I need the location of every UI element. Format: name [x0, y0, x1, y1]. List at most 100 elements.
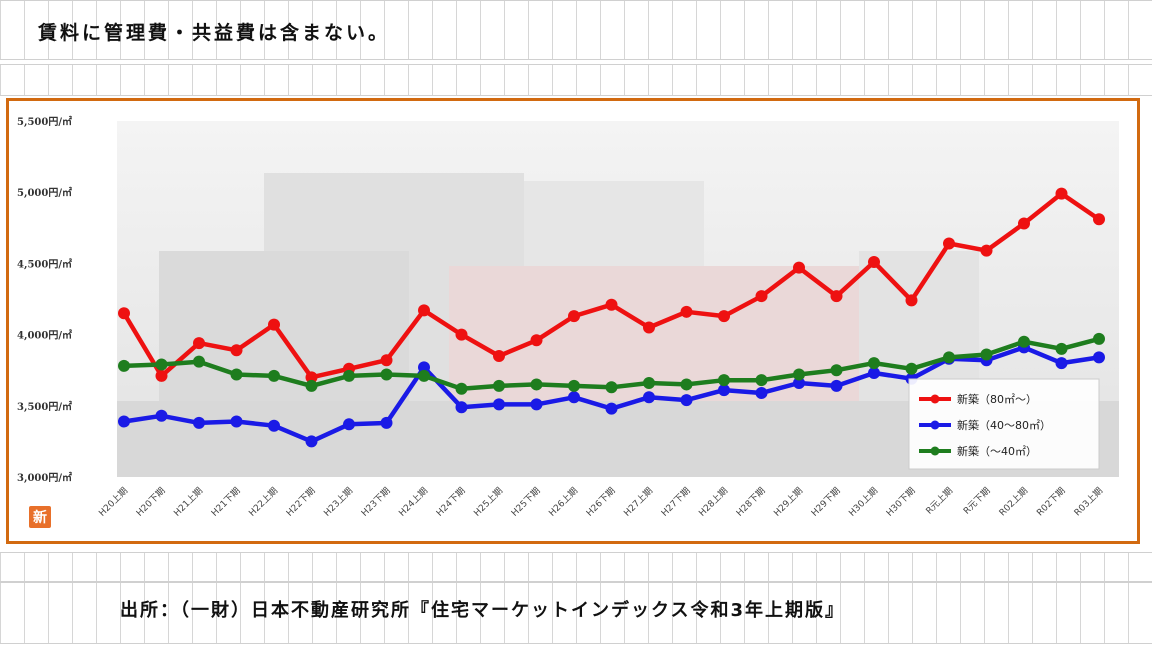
lower-grid-band: [0, 552, 1152, 582]
data-point: [455, 401, 468, 414]
data-point: [530, 334, 543, 347]
bottom-grid-band: [0, 582, 1152, 644]
data-point: [305, 435, 318, 448]
data-point: [943, 237, 955, 250]
data-point: [380, 368, 393, 381]
source-citation: 出所：（一財）日本不動産研究所『住宅マーケットインデックス令和3年上期版』: [120, 600, 845, 621]
data-point: [493, 349, 505, 362]
data-point: [793, 368, 805, 381]
data-point: [1093, 213, 1105, 226]
x-tick-label: H29上期: [772, 485, 805, 518]
x-tick-label: H22下期: [284, 485, 317, 518]
data-point: [680, 394, 693, 407]
legend-marker: [930, 446, 940, 456]
data-point: [305, 371, 318, 384]
y-tick-label: 3,500円/㎡: [17, 400, 72, 413]
data-point: [643, 391, 655, 404]
x-tick-label: H20上期: [97, 485, 130, 518]
x-tick-label: H20下期: [134, 485, 167, 518]
x-tick-label: H30下期: [884, 485, 917, 518]
data-point: [530, 398, 543, 411]
data-point: [868, 367, 880, 380]
data-point: [830, 290, 843, 303]
data-point: [605, 402, 618, 415]
data-point: [455, 382, 468, 395]
data-point: [455, 328, 468, 341]
x-tick-label: R元上期: [924, 485, 955, 516]
y-tick-label: 5,500円/㎡: [17, 115, 72, 128]
data-point: [830, 364, 843, 377]
y-tick-label: 4,500円/㎡: [17, 257, 72, 270]
data-point: [268, 318, 280, 331]
y-tick-label: 4,000円/㎡: [17, 329, 72, 342]
x-tick-label: H26上期: [547, 485, 580, 518]
x-tick-label: H24上期: [397, 485, 430, 518]
header-grid-band: [0, 64, 1152, 96]
data-point: [493, 398, 505, 411]
x-tick-label: R03上期: [1072, 485, 1105, 518]
data-point: [230, 368, 243, 381]
x-tick-label: H27下期: [659, 485, 692, 518]
data-point: [118, 415, 130, 428]
data-point: [193, 355, 205, 368]
x-tick-label: H25下期: [509, 485, 542, 518]
x-tick-label: H25上期: [472, 485, 505, 518]
data-point: [718, 374, 730, 387]
data-point: [493, 379, 505, 392]
series-layer: [118, 187, 1105, 448]
x-tick-label: H21上期: [172, 485, 205, 518]
data-point: [680, 305, 693, 318]
chart-frame: 3,000円/㎡ 3,500円/㎡ 4,000円/㎡ 4,500円/㎡ 5,000円/㎡…: [6, 98, 1140, 544]
data-point: [343, 369, 355, 382]
x-tick-label: H24下期: [434, 485, 467, 518]
data-point: [118, 307, 130, 320]
legend-label: 新築（80㎡～）: [957, 392, 1037, 406]
data-point: [830, 379, 843, 392]
legend-marker: [930, 420, 940, 430]
legend-marker: [930, 394, 940, 404]
x-tick-label: R元下期: [961, 485, 992, 516]
data-point: [155, 358, 168, 371]
data-point: [568, 310, 580, 323]
data-point: [980, 244, 993, 257]
legend: 新築（80㎡～） 新築（40～80㎡） 新築（～40㎡）: [908, 378, 1100, 470]
data-point: [755, 374, 768, 387]
data-point: [418, 304, 430, 317]
data-point: [1055, 357, 1068, 370]
data-point: [605, 381, 618, 394]
data-point: [755, 386, 768, 399]
data-point: [905, 294, 918, 307]
x-tick-label: H29下期: [809, 485, 842, 518]
data-point: [380, 416, 393, 429]
data-point: [1093, 351, 1105, 364]
y-tick-label: 5,000円/㎡: [17, 186, 72, 199]
new-build-badge: 新: [29, 506, 51, 528]
data-point: [380, 354, 393, 367]
data-point: [718, 384, 730, 397]
data-point: [868, 255, 880, 268]
x-tick-label: R02上期: [997, 485, 1030, 518]
data-point: [230, 344, 243, 357]
data-point: [868, 357, 880, 370]
data-point: [268, 419, 280, 432]
data-point: [905, 362, 918, 375]
data-point: [718, 310, 730, 323]
data-point: [343, 418, 355, 431]
data-point: [305, 379, 318, 392]
x-tick-label: H23上期: [322, 485, 355, 518]
data-point: [643, 321, 655, 334]
x-tick-label: H23下期: [359, 485, 392, 518]
data-point: [605, 298, 618, 311]
data-point: [268, 369, 280, 382]
data-point: [193, 416, 205, 429]
top-grid-band: [0, 0, 1152, 60]
x-axis: H20上期 H20下期 H21上期 H21下期 H22上期 H22下期 H23上期 H23下期…: [97, 485, 1105, 518]
data-point: [1018, 217, 1030, 230]
data-point: [155, 409, 168, 422]
data-point: [418, 369, 430, 382]
data-point: [155, 369, 168, 382]
data-point: [943, 351, 955, 364]
legend-label: 新築（～40㎡）: [957, 444, 1037, 458]
data-point: [1055, 342, 1068, 355]
data-point: [755, 290, 768, 303]
